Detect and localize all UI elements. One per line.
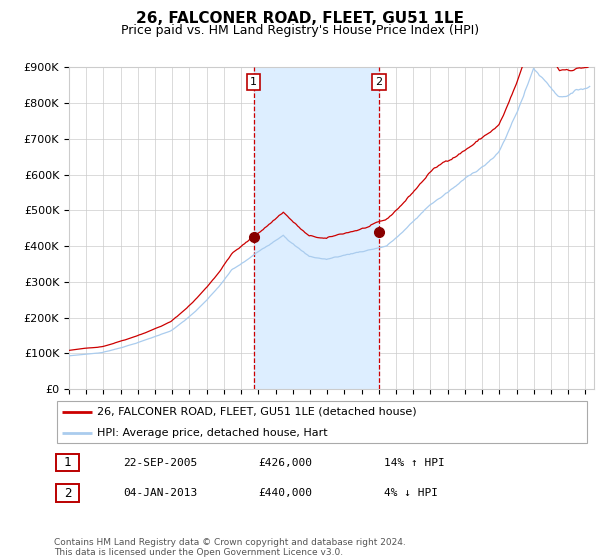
Text: 04-JAN-2013: 04-JAN-2013 <box>123 488 197 498</box>
Text: 26, FALCONER ROAD, FLEET, GU51 1LE (detached house): 26, FALCONER ROAD, FLEET, GU51 1LE (deta… <box>97 407 416 417</box>
Text: £426,000: £426,000 <box>258 458 312 468</box>
FancyBboxPatch shape <box>56 454 79 472</box>
Text: 4% ↓ HPI: 4% ↓ HPI <box>384 488 438 498</box>
Text: 1: 1 <box>64 456 71 469</box>
FancyBboxPatch shape <box>56 401 587 444</box>
Text: 26, FALCONER ROAD, FLEET, GU51 1LE: 26, FALCONER ROAD, FLEET, GU51 1LE <box>136 11 464 26</box>
Text: 2: 2 <box>64 487 71 500</box>
Text: £440,000: £440,000 <box>258 488 312 498</box>
FancyBboxPatch shape <box>56 484 79 502</box>
Bar <box>254 67 379 389</box>
Text: Contains HM Land Registry data © Crown copyright and database right 2024.
This d: Contains HM Land Registry data © Crown c… <box>54 538 406 557</box>
Text: HPI: Average price, detached house, Hart: HPI: Average price, detached house, Hart <box>97 428 328 438</box>
Text: 22-SEP-2005: 22-SEP-2005 <box>123 458 197 468</box>
Text: 14% ↑ HPI: 14% ↑ HPI <box>384 458 445 468</box>
Text: 2: 2 <box>376 77 383 87</box>
Text: 1: 1 <box>250 77 257 87</box>
Text: Price paid vs. HM Land Registry's House Price Index (HPI): Price paid vs. HM Land Registry's House … <box>121 24 479 36</box>
